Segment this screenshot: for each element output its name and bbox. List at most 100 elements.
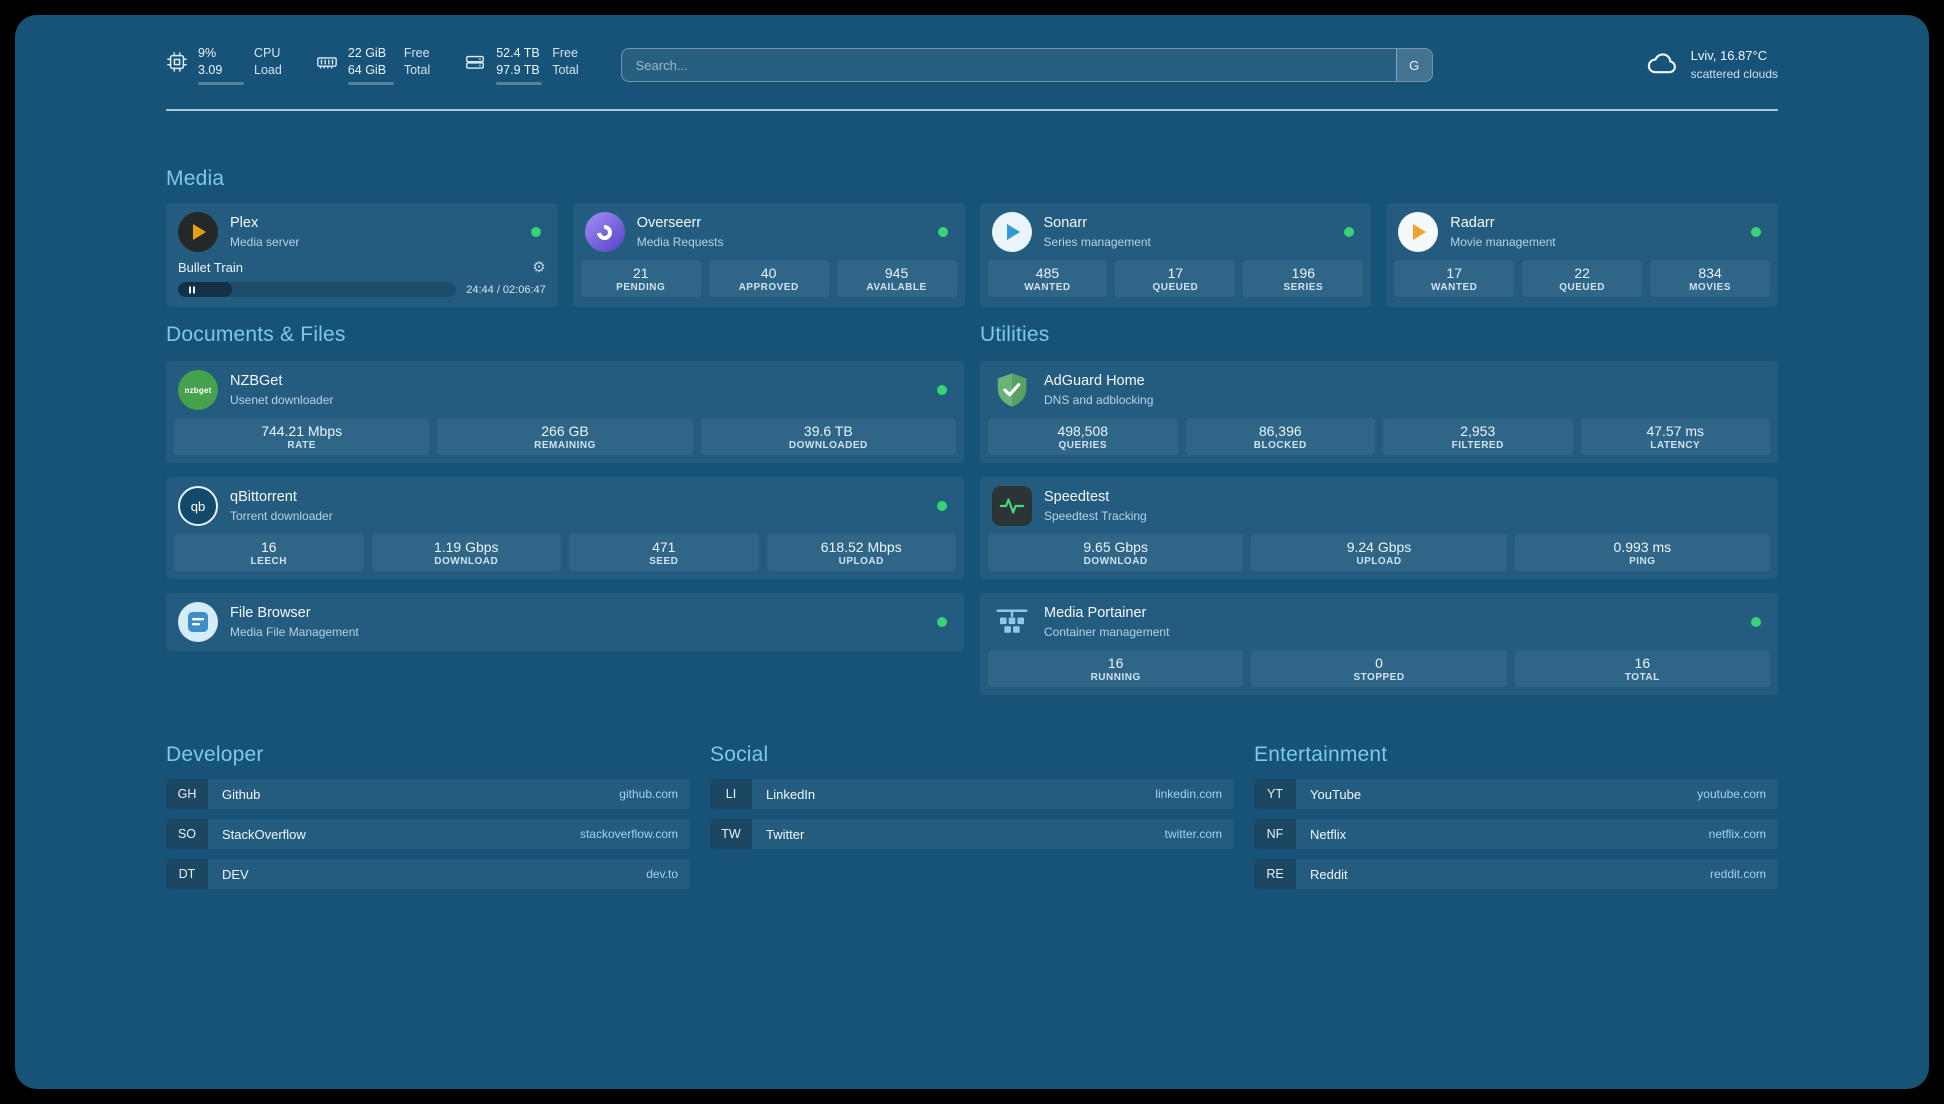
service-card-sonarr[interactable]: Sonarr Series management 485 WANTED 17 Q… (979, 203, 1372, 307)
stat-label: TOTAL (1624, 672, 1660, 683)
stat-box: 39.6 TB DOWNLOADED (700, 418, 956, 455)
service-card-filebrowser[interactable]: File Browser Media File Management (166, 593, 964, 651)
disk-widget: 52.4 TB 97.9 TB Free Total (464, 45, 579, 85)
service-subtitle: Speedtest Tracking (1044, 508, 1147, 523)
overseerr-icon (584, 212, 625, 252)
stat-box: 40 APPROVED (708, 260, 829, 297)
stat-value: 498,508 (1057, 423, 1109, 439)
service-name: AdGuard Home (1044, 373, 1145, 390)
bookmark-github[interactable]: GH Github github.com (166, 779, 690, 809)
playback-progress-fill (178, 282, 233, 297)
cpu-load: 3.09 (198, 63, 223, 77)
service-subtitle: Torrent downloader (230, 508, 333, 523)
qbittorrent-icon: qb (178, 486, 218, 526)
bookmark-name: StackOverflow (222, 826, 306, 842)
search-provider-button[interactable]: G (1395, 49, 1432, 81)
stat-value: 196 (1291, 265, 1315, 281)
cpu-widget: 9% 3.09 CPU Load (166, 45, 282, 85)
service-card-overseerr[interactable]: Overseerr Media Requests 21 PENDING 40 A… (572, 203, 965, 307)
memory-progress-bar (347, 81, 394, 85)
service-card-plex[interactable]: Plex Media server Bullet Train ⚙ (166, 203, 558, 307)
bookmark-abbr: RE (1254, 859, 1296, 889)
stat-box: 0.993 ms PING (1514, 534, 1770, 571)
memory-total: 64 GiB (347, 63, 387, 77)
stat-value: 1.19 Gbps (433, 539, 499, 555)
cpu-values: 9% 3.09 (198, 45, 244, 85)
radarr-icon (1398, 212, 1439, 252)
stat-label: RATE (287, 440, 316, 451)
bookmark-name: LinkedIn (766, 786, 816, 802)
search-input[interactable] (621, 49, 1396, 81)
service-name: File Browser (230, 605, 311, 622)
bookmark-url: netflix.com (1708, 827, 1766, 841)
service-card-nzbget[interactable]: nzbget NZBGet Usenet downloader 744.21 M… (166, 361, 964, 463)
disk-icon (464, 51, 486, 78)
bookmark-group-heading: Entertainment (1254, 743, 1388, 766)
section-heading-media: Media (166, 167, 225, 190)
disk-progress-bar (496, 81, 543, 85)
bookmark-name: YouTube (1310, 786, 1362, 802)
bookmark-twitter[interactable]: TW Twitter twitter.com (710, 819, 1234, 849)
stat-value: 0.993 ms (1613, 539, 1672, 555)
stat-box: 17 WANTED (1394, 260, 1515, 297)
search-bar: G (620, 48, 1433, 82)
stat-label: MOVIES (1689, 282, 1731, 293)
service-card-portainer[interactable]: Media Portainer Container management 16 … (980, 593, 1778, 695)
gear-icon[interactable]: ⚙ (532, 259, 546, 276)
bookmark-abbr: TW (710, 819, 752, 849)
bookmark-url: linkedin.com (1155, 787, 1222, 801)
service-card-adguard[interactable]: AdGuard Home DNS and adblocking 498,508 … (980, 361, 1778, 463)
disk-values: 52.4 TB 97.9 TB (496, 45, 543, 85)
stat-label: QUEUED (1152, 282, 1199, 293)
service-card-radarr[interactable]: Radarr Movie management 17 WANTED 22 QUE… (1386, 203, 1778, 307)
stat-value: 471 (652, 539, 676, 555)
bookmark-reddit[interactable]: RE Reddit reddit.com (1254, 859, 1778, 889)
bookmark-abbr: DT (166, 859, 208, 889)
service-card-speedtest[interactable]: Speedtest Speedtest Tracking 9.65 Gbps D… (980, 477, 1778, 579)
stat-box: 471 SEED (569, 534, 759, 571)
stat-label: RUNNING (1090, 672, 1141, 683)
section-heading-documents: Documents & Files (166, 323, 346, 346)
sonarr-icon (991, 212, 1032, 252)
service-subtitle: Movie management (1450, 234, 1556, 249)
bookmark-dev[interactable]: DT DEV dev.to (166, 859, 690, 889)
service-card-qbittorrent[interactable]: qb qBittorrent Torrent downloader 16 LEE… (166, 477, 964, 579)
service-subtitle: Media Requests (636, 234, 724, 249)
stat-label: QUERIES (1058, 440, 1107, 451)
stat-value: 40 (760, 265, 777, 281)
stat-box: 744.21 Mbps RATE (174, 418, 430, 455)
stat-label: APPROVED (738, 282, 799, 293)
stat-box: 618.52 Mbps UPLOAD (766, 534, 956, 571)
bookmark-url: reddit.com (1709, 867, 1766, 881)
stat-box: 266 GB REMAINING (437, 418, 693, 455)
stat-box: 16 RUNNING (988, 650, 1244, 687)
stat-box: 9.65 Gbps DOWNLOAD (988, 534, 1244, 571)
bookmark-abbr: NF (1254, 819, 1296, 849)
status-dot (1751, 617, 1761, 627)
stat-value: 16 (1634, 655, 1651, 671)
stat-box: 498,508 QUERIES (988, 418, 1178, 455)
cpu-progress-bar (198, 81, 244, 85)
section-media: Media Plex Media server Bullet Train (166, 167, 1778, 307)
service-subtitle: Container management (1044, 624, 1170, 639)
service-subtitle: DNS and adblocking (1044, 392, 1154, 407)
adguard-icon (992, 370, 1032, 410)
bookmark-linkedin[interactable]: LI LinkedIn linkedin.com (710, 779, 1234, 809)
stat-value: 744.21 Mbps (261, 423, 343, 439)
playback-progress-bar[interactable] (178, 282, 457, 297)
bookmark-name: DEV (222, 866, 249, 882)
bookmark-abbr: YT (1254, 779, 1296, 809)
bookmark-stackoverflow[interactable]: SO StackOverflow stackoverflow.com (166, 819, 690, 849)
stats-row: 744.21 Mbps RATE 266 GB REMAINING 39.6 T… (174, 418, 956, 455)
pause-icon[interactable] (189, 286, 195, 293)
stat-label: DOWNLOAD (1083, 556, 1148, 567)
bookmark-name: Twitter (766, 826, 805, 842)
portainer-icon (992, 602, 1032, 642)
service-name: Overseerr (636, 215, 702, 232)
bookmark-name: Netflix (1310, 826, 1347, 842)
stat-box: 21 PENDING (580, 260, 701, 297)
bookmark-netflix[interactable]: NF Netflix netflix.com (1254, 819, 1778, 849)
stat-value: 22 (1574, 265, 1590, 281)
bookmark-youtube[interactable]: YT YouTube youtube.com (1254, 779, 1778, 809)
stat-value: 17 (1167, 265, 1184, 281)
